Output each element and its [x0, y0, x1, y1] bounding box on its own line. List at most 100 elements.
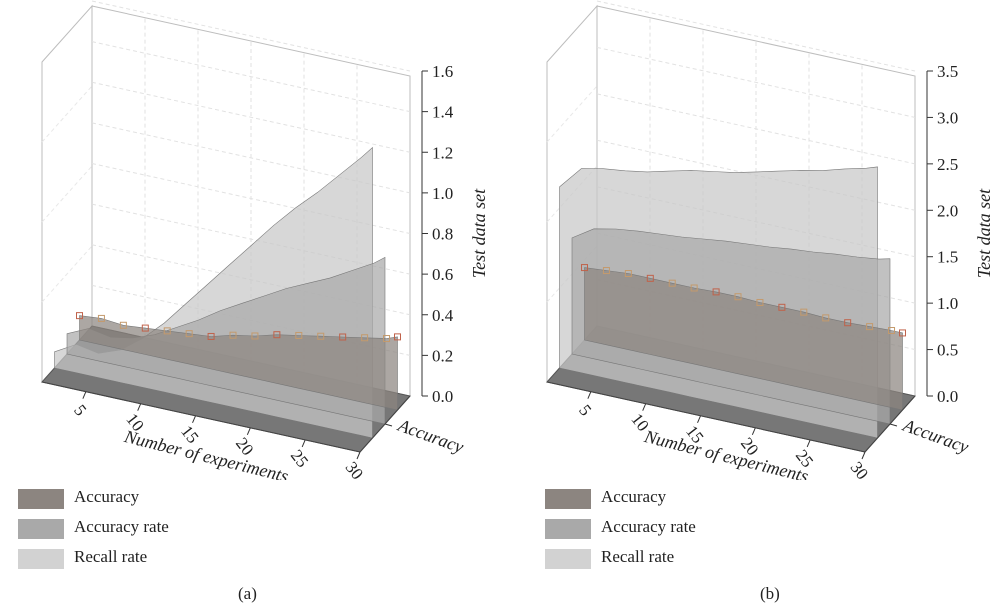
data-point-marker [581, 264, 588, 272]
z-tick-label: 0.4 [432, 306, 454, 325]
x-tick [697, 415, 701, 423]
data-point-marker [339, 333, 347, 341]
x-tick [246, 427, 251, 436]
legend-swatch-accuracy [545, 489, 591, 509]
depth-tick [384, 423, 393, 427]
data-point-marker [76, 312, 83, 320]
chart-panel-b: 0.0 0.5 1.0 1.5 2.0 2.5 3.0 3.5 Test data set 5 10… [505, 0, 1005, 614]
legend-label-accuracy: Accuracy [601, 487, 667, 506]
data-point-marker [361, 334, 369, 342]
chart-panel-a: 0.0 0.2 0.4 0.6 0.8 1.0 1.2 1.4 1.6 Test data set… [0, 0, 500, 614]
grid-line [91, 41, 411, 113]
x-tick [642, 403, 647, 411]
x-tick [301, 439, 306, 448]
z-tick-label: 0.6 [432, 265, 453, 284]
data-point-marker [119, 321, 127, 329]
data-point-marker [251, 332, 259, 340]
data-point-marker [624, 270, 632, 278]
depth-tick [889, 423, 898, 427]
legend-label-accuracy-rate: Accuracy rate [74, 517, 169, 536]
data-point-marker [866, 323, 874, 331]
legend-label-accuracy-rate: Accuracy rate [601, 517, 696, 536]
legend-swatch-recall-rate [18, 549, 64, 569]
x-tick-label: 30 [342, 458, 367, 480]
z-tick-label: 2.5 [937, 155, 958, 174]
legend-label-recall-rate: Recall rate [74, 547, 148, 566]
x-tick [806, 439, 811, 448]
data-point-marker [317, 332, 325, 340]
z-tick-label: 1.5 [937, 248, 958, 267]
grid-line [41, 165, 93, 223]
legend-swatch-accuracy [18, 489, 64, 509]
z-tick-label: 0.0 [432, 387, 453, 406]
data-point-marker [394, 333, 401, 341]
data-point-marker [899, 329, 906, 337]
data-point-marker [163, 327, 171, 335]
x-tick [587, 391, 592, 399]
z-tick-label: 1.0 [432, 184, 453, 203]
z-tick-label: 3.0 [937, 108, 958, 127]
data-point-marker [295, 331, 303, 339]
legend-swatch-recall-rate [545, 549, 591, 569]
z-tick-label: 1.4 [432, 103, 454, 122]
data-point-marker [778, 303, 786, 311]
z-tick-label: 3.5 [937, 62, 958, 81]
z-tick-label: 0.8 [432, 225, 453, 244]
z-tick-label: 0.0 [937, 387, 958, 406]
chart-a-svg: 0.0 0.2 0.4 0.6 0.8 1.0 1.2 1.4 1.6 Test data set… [41, 0, 489, 480]
z-tick-label: 0.5 [937, 341, 958, 360]
x-tick-label: 30 [847, 458, 872, 480]
data-point-marker [383, 335, 391, 343]
grid-line [596, 46, 916, 118]
z-tick-label: 0.2 [432, 346, 453, 365]
x-tick [137, 403, 142, 411]
x-tick-label: 5 [70, 401, 90, 419]
data-point-marker [97, 314, 105, 322]
panel-caption-b: (b) [760, 584, 780, 603]
data-point-marker [800, 308, 808, 316]
x-tick [192, 415, 196, 423]
grid-line [91, 0, 411, 72]
data-point-marker [668, 279, 676, 287]
legend-label-recall-rate: Recall rate [601, 547, 675, 566]
legend-label-accuracy: Accuracy [74, 487, 140, 506]
z-tick-label: 1.2 [432, 143, 453, 162]
data-point-marker [141, 324, 149, 332]
x-tick-label: 25 [287, 446, 312, 471]
data-point-marker [712, 288, 720, 296]
grid-line [546, 85, 598, 143]
data-point-marker [229, 331, 237, 339]
data-point-marker [734, 293, 742, 301]
x-axis-title: Number of experiments [122, 426, 291, 480]
data-point-marker [822, 314, 830, 322]
data-point-marker [207, 332, 215, 340]
legend-swatch-accuracy-rate [545, 519, 591, 539]
x-axis-line [41, 381, 361, 453]
data-point-marker [756, 298, 764, 306]
data-point-marker [602, 267, 610, 275]
depth-axis-title: Accuracy [900, 415, 972, 457]
z-tick-label: 1.6 [432, 62, 453, 81]
panel-caption-a: (a) [238, 584, 257, 603]
data-point-marker [185, 330, 193, 338]
x-tick [82, 391, 87, 399]
x-axis-line [546, 381, 866, 453]
data-point-marker [844, 319, 852, 327]
grid-line [596, 0, 916, 72]
x-tick-label: 5 [575, 401, 595, 419]
grid-line [41, 245, 93, 303]
data-point-marker [646, 274, 654, 282]
grid-line [91, 81, 411, 153]
grid-line [41, 85, 93, 143]
legend-swatch-accuracy-rate [18, 519, 64, 539]
z-axis-title: Test data set [974, 188, 994, 278]
depth-axis-title: Accuracy [395, 415, 467, 457]
z-axis-title: Test data set [469, 188, 489, 278]
z-tick-label: 2.0 [937, 201, 958, 220]
x-tick [751, 427, 756, 436]
data-point-marker [690, 284, 698, 292]
z-tick-label: 1.0 [937, 294, 958, 313]
x-tick [356, 451, 361, 460]
x-tick [861, 451, 866, 460]
